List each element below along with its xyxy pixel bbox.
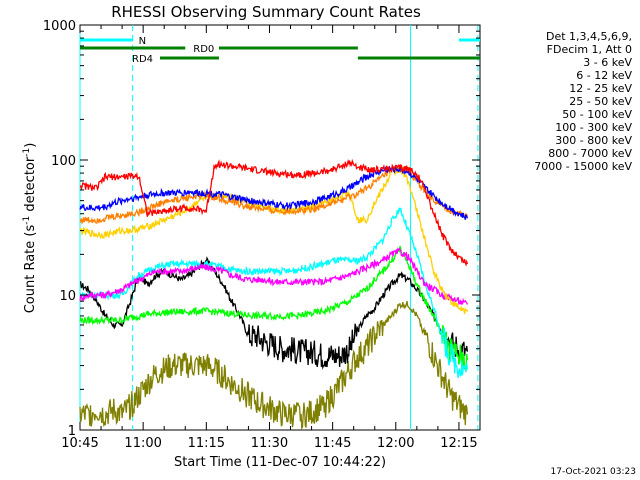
y-axis-label: Count Rate (s-1 detector-1)	[22, 143, 38, 314]
series-line	[79, 256, 469, 370]
x-tick-label: 11:15	[188, 436, 225, 451]
series-line	[79, 247, 469, 305]
y-tick-label: 100	[51, 154, 76, 169]
flag-bars: N RD0 RD4	[80, 36, 480, 65]
legend-entry: 25 - 50 keV	[569, 95, 632, 108]
legend-entry: 12 - 25 keV	[569, 82, 632, 95]
x-tick-label: 12:15	[440, 436, 477, 451]
axes: 10:45 11:00 11:15 11:30 11:45 12:00 12:15 1 10 10…	[43, 19, 481, 451]
legend-entry: 7000 - 15000 keV	[534, 160, 632, 173]
legend-header-line: Det 1,3,4,5,6,9,	[546, 30, 632, 43]
legend-entry: 100 - 300 keV	[555, 121, 632, 134]
series-line	[79, 164, 469, 220]
y-tick-label: 1000	[43, 19, 76, 34]
series-line	[79, 301, 469, 430]
y-tick-label: 1	[68, 424, 76, 439]
legend-entry: 300 - 800 keV	[555, 134, 632, 147]
series-line	[79, 207, 469, 378]
flag-label: N	[139, 36, 146, 47]
footer-timestamp: 17-Oct-2021 03:23	[551, 467, 636, 477]
series-lines	[79, 158, 469, 430]
legend-header-line: FDecim 1, Att 0	[547, 43, 632, 56]
legend-entry: 6 - 12 keV	[576, 69, 632, 82]
legend-entry: 800 - 7000 keV	[548, 147, 632, 160]
flag-label: RD0	[193, 44, 214, 55]
chart-title: RHESSI Observing Summary Count Rates	[111, 3, 421, 21]
x-axis-label: Start Time (11-Dec-07 10:44:22)	[174, 455, 386, 470]
legend-entry: 50 - 100 keV	[562, 108, 632, 121]
x-tick-label: 11:30	[251, 436, 288, 451]
flag-label: RD4	[132, 54, 153, 65]
y-tick-label: 10	[59, 289, 76, 304]
series-line	[79, 158, 469, 267]
x-tick-label: 10:45	[61, 436, 98, 451]
legend: Det 1,3,4,5,6,9,FDecim 1, Att 03 - 6 keV…	[534, 30, 632, 173]
x-tick-label: 11:45	[314, 436, 351, 451]
legend-entry: 3 - 6 keV	[583, 56, 632, 69]
x-tick-label: 11:00	[124, 436, 161, 451]
series-line	[79, 164, 469, 225]
x-tick-label: 12:00	[377, 436, 414, 451]
